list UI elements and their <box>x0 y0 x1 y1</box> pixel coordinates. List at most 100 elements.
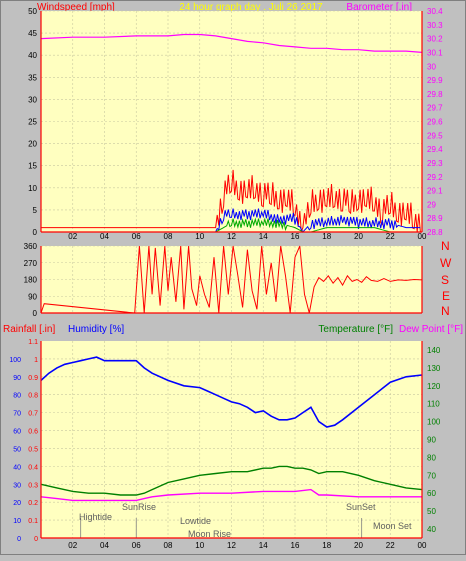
x-tick-label: 14 <box>259 541 268 550</box>
temperature-line <box>40 465 423 496</box>
barometer-y-tick-label: 30.1 <box>427 48 443 57</box>
x-tick-label: 20 <box>354 232 363 241</box>
barometer-y-tick-label: 29.2 <box>427 173 443 182</box>
direction-y-tick-label: 270 <box>24 259 38 268</box>
x-tick-label: 10 <box>195 541 204 550</box>
temperature-y-tick-label: 70 <box>427 471 436 480</box>
temperature-y-tick-label: 130 <box>427 364 441 373</box>
barometer-y-tick-label: 29.5 <box>427 131 443 140</box>
x-tick-label: 14 <box>259 232 268 241</box>
x-tick-label: 22 <box>386 232 395 241</box>
humidity-y-tick-label: 20 <box>13 500 21 507</box>
rainfall-y-tick-label: 0.9 <box>28 375 38 382</box>
humidity-line <box>40 356 423 428</box>
humidity-axis-title: Humidity [%] <box>68 324 124 335</box>
x-tick-label: 06 <box>132 541 141 550</box>
rainfall-y-tick-label: 0.5 <box>28 446 38 453</box>
x-tick-label: 04 <box>100 541 109 550</box>
x-tick-label: 10 <box>195 232 204 241</box>
x-tick-label: 08 <box>164 541 173 550</box>
annotation-hightide: Hightide <box>79 512 112 522</box>
annotation-lowtide: Lowtide <box>180 516 211 526</box>
dewpoint-line <box>40 488 422 502</box>
direction-y-tick-label: 0 <box>33 309 38 318</box>
annotation-sunset: SunSet <box>346 502 376 512</box>
humidity-y-tick-label: 60 <box>13 429 21 436</box>
direction-y-tick-label: 90 <box>28 292 37 301</box>
temperature-y-tick-label: 120 <box>427 382 441 391</box>
humidity-y-tick-label: 50 <box>13 446 21 453</box>
humidity-y-tick-label: 30 <box>13 482 21 489</box>
wind-direction-line <box>40 245 423 314</box>
temperature-y-tick-label: 80 <box>427 453 436 462</box>
barometer-y-tick-label: 29 <box>427 200 436 209</box>
dewpoint-axis-title: Dew Point [°F] <box>399 324 463 335</box>
x-tick-label: 08 <box>164 232 173 241</box>
barometer-y-tick-label: 29.1 <box>427 187 443 196</box>
barometer-axis-title: Barometer [.in] <box>346 2 412 13</box>
barometer-y-tick-label: 30.3 <box>427 21 443 30</box>
rainfall-y-tick-label: 0.4 <box>28 464 38 471</box>
rainfall-y-tick-label: 0.1 <box>28 518 38 525</box>
temperature-y-tick-label: 100 <box>427 418 441 427</box>
barometer-y-tick-label: 30.4 <box>427 7 443 16</box>
barometer-y-tick-label: 28.8 <box>427 228 443 237</box>
barometer-y-tick-label: 29.7 <box>427 104 443 113</box>
temperature-axis-title: Temperature [°F] <box>318 324 393 335</box>
humidity-y-tick-label: 80 <box>13 393 21 400</box>
rainfall-y-tick-label: 0.6 <box>28 429 38 436</box>
x-tick-label: 12 <box>227 541 236 550</box>
barometer-y-tick-label: 29.3 <box>427 159 443 168</box>
barometer-y-tick-label: 28.9 <box>427 214 443 223</box>
humidity-y-tick-label: 10 <box>13 518 21 525</box>
humidity-y-tick-label: 0 <box>17 536 21 543</box>
barometer-y-tick-label: 30 <box>427 62 436 71</box>
wind-y-tick-label: 0 <box>33 228 38 237</box>
x-tick-label: 18 <box>322 541 331 550</box>
x-tick-label: 18 <box>322 232 331 241</box>
rainfall-y-tick-label: 0.3 <box>28 482 38 489</box>
temperature-y-tick-label: 40 <box>427 525 436 534</box>
direction-y-tick-label: 360 <box>24 242 38 251</box>
temperature-y-tick-label: 140 <box>427 346 441 355</box>
compass-n-bottom: N <box>441 304 450 318</box>
wind-y-tick-label: 20 <box>28 140 37 149</box>
rainfall-y-tick-label: 1.1 <box>28 339 38 346</box>
barometer-y-tick-label: 30.2 <box>427 35 443 44</box>
x-tick-label: 00 <box>418 541 427 550</box>
wind-y-tick-label: 35 <box>28 73 37 82</box>
barometer-line <box>40 33 423 53</box>
rainfall-y-tick-label: 0.7 <box>28 411 38 418</box>
x-tick-label: 06 <box>132 232 141 241</box>
temperature-y-tick-label: 60 <box>427 489 436 498</box>
annotation-moonrise: Moon Rise <box>188 529 231 539</box>
temperature-y-tick-label: 50 <box>427 507 436 516</box>
annotation-sunrise: SunRise <box>122 502 156 512</box>
rainfall-axis-title: Rainfall [.in] <box>3 324 55 335</box>
direction-y-tick-label: 180 <box>24 276 38 285</box>
wind-gust-line <box>41 169 421 233</box>
x-tick-label: 16 <box>291 541 300 550</box>
temperature-y-tick-label: 90 <box>427 436 436 445</box>
compass-w: W <box>440 256 452 270</box>
compass-n-top: N <box>441 239 450 253</box>
rainfall-y-tick-label: 0.2 <box>28 500 38 507</box>
humidity-y-tick-label: 90 <box>13 375 21 382</box>
wind-y-tick-label: 15 <box>28 162 37 171</box>
wind-y-tick-label: 45 <box>28 29 37 38</box>
rainfall-y-tick-label: 0.8 <box>28 393 38 400</box>
x-tick-label: 02 <box>68 232 77 241</box>
barometer-y-tick-label: 29.6 <box>427 118 443 127</box>
humidity-y-tick-label: 100 <box>9 357 21 364</box>
wind-y-tick-label: 30 <box>28 95 37 104</box>
x-tick-label: 20 <box>354 541 363 550</box>
x-tick-label: 04 <box>100 232 109 241</box>
x-tick-label: 12 <box>227 232 236 241</box>
chart-title: 24 hour graph day . Juli 26 2017 <box>179 2 323 13</box>
wind-y-tick-label: 25 <box>28 118 37 127</box>
rainfall-y-tick-label: 1 <box>34 357 38 364</box>
wind-y-tick-label: 10 <box>28 184 37 193</box>
wind-y-tick-label: 5 <box>33 206 38 215</box>
